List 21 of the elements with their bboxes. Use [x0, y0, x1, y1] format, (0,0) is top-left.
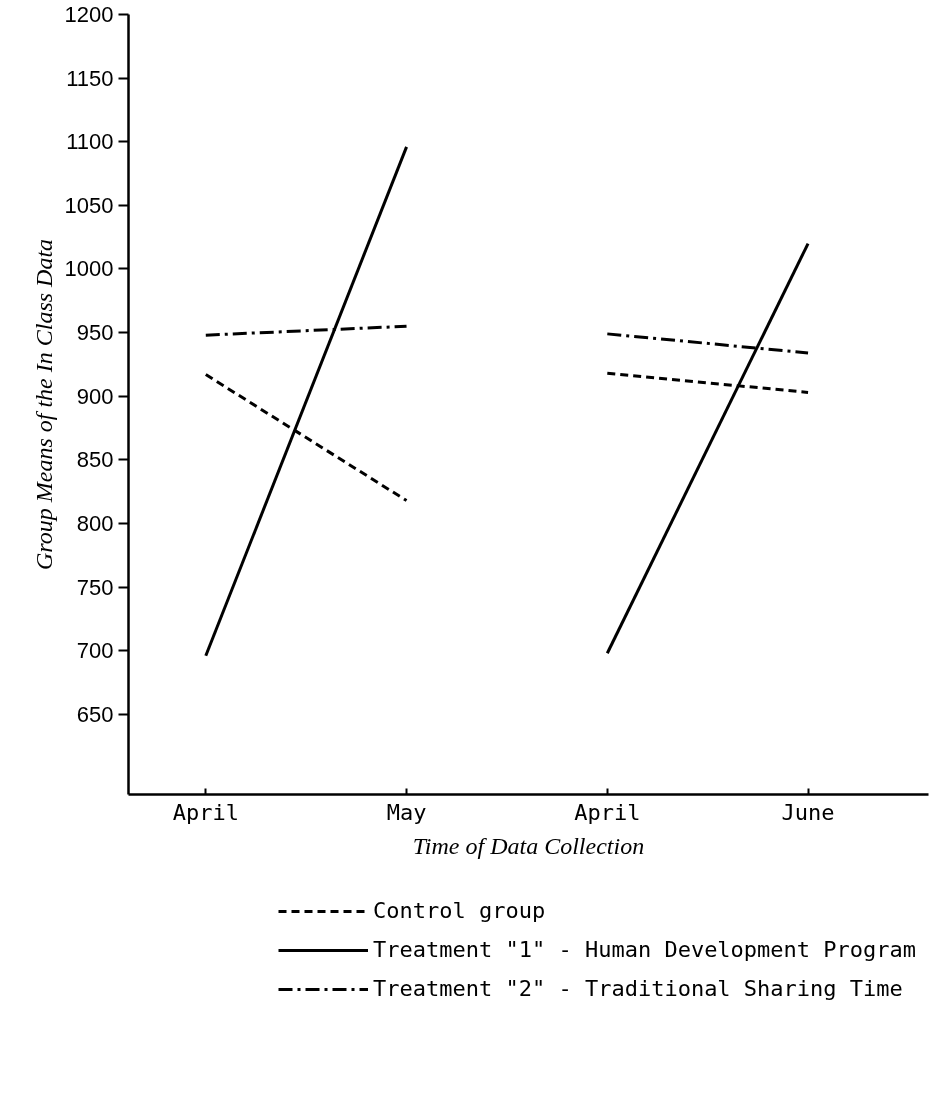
y-tick-label: 850: [76, 447, 114, 473]
x-tick-label: April: [574, 799, 641, 825]
y-tick-label: 1150: [66, 65, 114, 91]
y-tick-label: 1200: [64, 2, 114, 27]
legend-label: Treatment "2" - Traditional Sharing Time: [373, 976, 903, 1001]
x-axis-title: Time of Data Collection: [412, 832, 645, 859]
x-tick-label: April: [172, 799, 239, 825]
x-tick-label: May: [386, 799, 427, 825]
y-tick-label: 750: [76, 574, 114, 600]
x-tick-label: June: [781, 799, 835, 825]
y-tick-label: 650: [76, 701, 114, 727]
legend-label: Control group: [373, 898, 546, 923]
y-tick-label: 1050: [64, 192, 114, 218]
y-tick-label: 950: [76, 320, 114, 346]
y-tick-label: 900: [76, 383, 114, 409]
y-axis-title: Group Means of the In Class Data: [30, 238, 57, 571]
y-tick-label: 1000: [64, 256, 114, 282]
legend-label: Treatment "1" - Human Development Program: [373, 937, 917, 962]
y-tick-label: 1100: [66, 129, 114, 155]
y-tick-label: 800: [76, 510, 114, 536]
y-tick-label: 700: [76, 638, 114, 664]
